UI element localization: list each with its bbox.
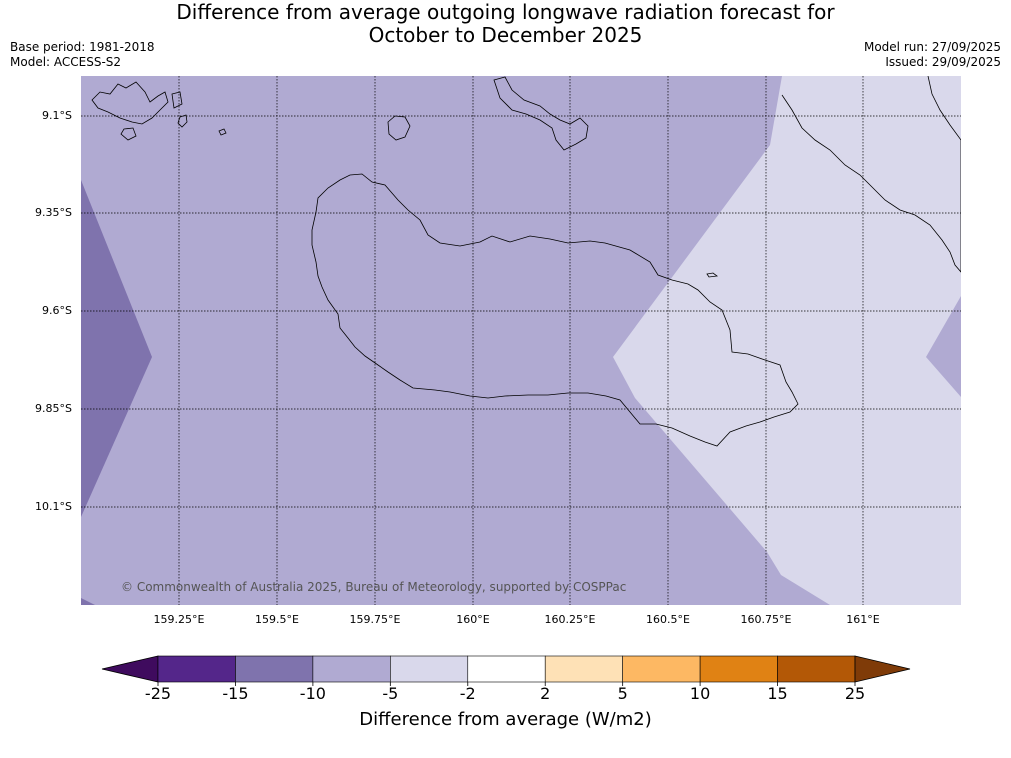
- model-name: Model: ACCESS-S2: [10, 55, 122, 69]
- lat-label-9-1: 9.1°S: [42, 109, 72, 122]
- russell-islands: [91, 81, 169, 125]
- model-run: Model run: 27/09/2025: [863, 40, 1001, 54]
- colorbar-tick-label: -10: [299, 684, 326, 703]
- colorbar-tick-label: -5: [382, 684, 399, 703]
- colorbar-bin: [699, 655, 778, 683]
- colorbar-tick-label: -15: [222, 684, 249, 703]
- title-line-2: October to December 2025: [368, 23, 643, 47]
- issued-date: Issued: 29/09/2025: [885, 55, 1001, 69]
- colorbar-label: Difference from average (W/m2): [359, 709, 652, 730]
- lat-label-10-1: 10.1°S: [35, 500, 72, 513]
- anomaly-band-minus15-minus10: [81, 180, 152, 517]
- colorbar: [101, 655, 911, 686]
- lon-label-160-75: 160.75°E: [740, 613, 792, 626]
- colorbar-extend-low: [101, 655, 159, 683]
- map-title: Difference from average outgoing longwav…: [0, 1, 1011, 47]
- lon-label-159-5: 159.5°E: [255, 613, 299, 626]
- colorbar-bin: [622, 655, 701, 683]
- lon-label-160: 160°E: [456, 613, 490, 626]
- islet-b: [177, 114, 188, 128]
- lat-label-9-6: 9.6°S: [42, 304, 72, 317]
- anomaly-band-minus5-minus2: [613, 76, 961, 605]
- colorbar-tick-label: 5: [617, 684, 628, 703]
- lon-label-160-5: 160.5°E: [646, 613, 690, 626]
- islet-c: [120, 127, 137, 141]
- islet-a: [218, 128, 227, 136]
- base-period: Base period: 1981-2018: [10, 40, 155, 54]
- lat-label-9-85: 9.85°S: [35, 402, 72, 415]
- colorbar-bin: [235, 655, 314, 683]
- colorbar-tick-label: 2: [540, 684, 551, 703]
- lon-label-159-25: 159.25°E: [153, 613, 205, 626]
- lat-label-9-35: 9.35°S: [35, 206, 72, 219]
- map-area: [81, 76, 961, 605]
- guadalcanal-coast: [311, 173, 799, 447]
- colorbar-bin: [312, 655, 391, 683]
- lon-label-159-75: 159.75°E: [349, 613, 401, 626]
- meta-right: Model run: 27/09/2025 Issued: 29/09/2025: [864, 40, 1001, 70]
- colorbar-bin: [777, 655, 856, 683]
- title-line-1: Difference from average outgoing longwav…: [176, 0, 835, 24]
- colorbar-tick-label: 10: [689, 684, 711, 703]
- colorbar-tick-label: 25: [844, 684, 866, 703]
- malaita-coast: [781, 76, 961, 273]
- colorbar-tick-marks: [157, 682, 856, 686]
- graticule: [81, 76, 961, 605]
- colorbar-bin: [544, 655, 623, 683]
- meta-left: Base period: 1981-2018 Model: ACCESS-S2: [10, 40, 155, 70]
- nggela-islands: [493, 76, 589, 151]
- russell-islands-east: [171, 91, 183, 109]
- copyright-notice: © Commonwealth of Australia 2025, Bureau…: [121, 580, 627, 594]
- colorbar-bin: [157, 655, 236, 683]
- anomaly-band-minus15-minus10-corner: [81, 598, 95, 605]
- colorbar-tick-label: -25: [144, 684, 172, 703]
- coastlines: [91, 76, 961, 447]
- colorbar-extend-high: [854, 655, 911, 683]
- lon-label-161: 161°E: [846, 613, 880, 626]
- small-islet: [706, 272, 719, 278]
- colorbar-bin: [390, 655, 469, 683]
- colorbar-bins: [157, 655, 856, 683]
- colorbar-tick-label: -2: [459, 684, 476, 703]
- colorbar-tick-label: 15: [767, 684, 788, 703]
- lon-label-160-25: 160.25°E: [544, 613, 596, 626]
- colorbar-bin: [467, 655, 546, 683]
